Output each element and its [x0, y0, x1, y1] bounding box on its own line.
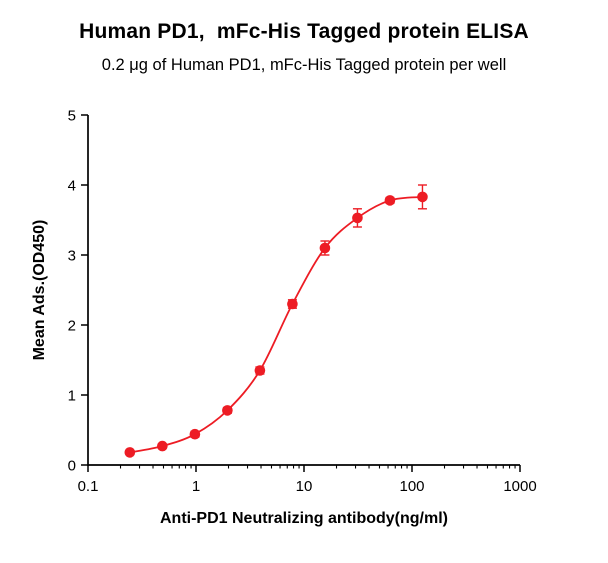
data-point	[254, 365, 266, 376]
data-point	[417, 191, 428, 203]
y-tick-label: 4	[68, 178, 76, 195]
data-point	[287, 298, 298, 310]
fit-curve	[129, 196, 423, 454]
y-axis-label: Mean Ads.(OD450)	[31, 220, 48, 361]
chart-subtitle: 0.2 μg of Human PD1, mFc-His Tagged prot…	[101, 56, 507, 74]
y-tick-label: 5	[68, 108, 76, 125]
data-point	[222, 405, 233, 416]
x-axis-label: Anti-PD1 Neutralizing antibody(ng/ml)	[160, 510, 448, 527]
y-tick-label: 0	[68, 458, 76, 475]
data-point	[124, 447, 136, 458]
y-tick-label: 1	[68, 388, 76, 405]
y-tick-label: 3	[68, 248, 76, 265]
x-tick-label: 1	[192, 478, 200, 495]
chart-title: Human PD1, mFc-His Tagged protein ELISA	[79, 20, 529, 43]
x-tick-label: 0.1	[78, 478, 99, 495]
data-point	[189, 428, 201, 440]
y-tick-label: 2	[68, 318, 76, 335]
data-point	[157, 440, 168, 452]
x-tick-label: 10	[296, 478, 313, 495]
x-tick-label: 100	[399, 478, 424, 495]
data-point	[319, 242, 331, 254]
data-point	[384, 195, 396, 206]
x-tick-label: 1000	[503, 478, 536, 495]
data-point	[352, 212, 363, 224]
